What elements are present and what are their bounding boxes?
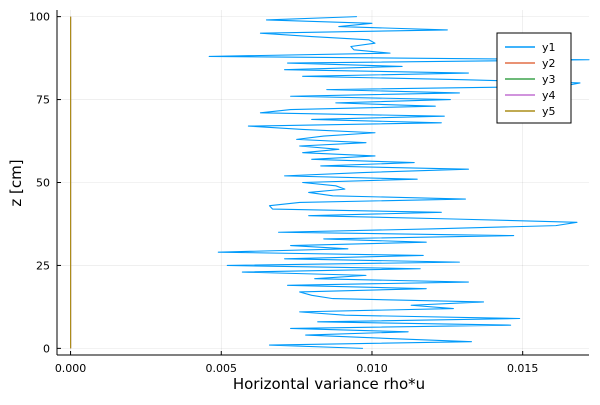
legend-label-y5: y5 xyxy=(542,105,556,118)
legend: y1 y2 y3 y4 y5 xyxy=(496,32,572,124)
y-tick-label: 0 xyxy=(43,342,50,355)
x-tick-label: 0.015 xyxy=(507,362,539,375)
y-tick-label: 25 xyxy=(36,259,50,272)
x-axis-label: Horizontal variance rho*u xyxy=(233,375,425,393)
series-layer xyxy=(70,16,590,349)
x-tick-label: 0.005 xyxy=(206,362,238,375)
x-tick-label: 0.010 xyxy=(356,362,388,375)
y-axis-label: z [cm] xyxy=(7,159,25,206)
y-tick-label: 75 xyxy=(36,94,50,107)
legend-label-y3: y3 xyxy=(542,73,556,86)
y-tick-label: 50 xyxy=(36,177,50,190)
legend-label-y2: y2 xyxy=(542,57,556,70)
series-line-y1 xyxy=(208,16,590,349)
legend-label-y1: y1 xyxy=(542,41,556,54)
x-tick-label: 0.000 xyxy=(55,362,87,375)
legend-label-y4: y4 xyxy=(542,89,556,102)
legend-box xyxy=(496,32,572,124)
ticks: 0.000 0.005 0.010 0.015 0 25 50 75 100 xyxy=(29,11,538,375)
y-tick-label: 100 xyxy=(29,11,50,24)
